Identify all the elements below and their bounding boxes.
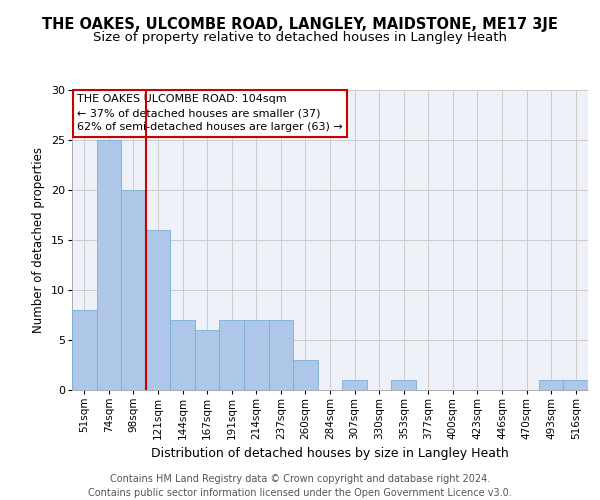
Bar [293, 360, 318, 390]
Bar [269, 320, 293, 390]
Bar [195, 330, 220, 390]
Bar [146, 230, 170, 390]
Bar [563, 380, 588, 390]
X-axis label: Distribution of detached houses by size in Langley Heath: Distribution of detached houses by size … [151, 448, 509, 460]
Text: THE OAKES ULCOMBE ROAD: 104sqm
← 37% of detached houses are smaller (37)
62% of : THE OAKES ULCOMBE ROAD: 104sqm ← 37% of … [77, 94, 343, 132]
Text: Contains HM Land Registry data © Crown copyright and database right 2024.
Contai: Contains HM Land Registry data © Crown c… [88, 474, 512, 498]
Text: THE OAKES, ULCOMBE ROAD, LANGLEY, MAIDSTONE, ME17 3JE: THE OAKES, ULCOMBE ROAD, LANGLEY, MAIDST… [42, 18, 558, 32]
Bar [244, 320, 269, 390]
Bar [342, 380, 367, 390]
Text: Size of property relative to detached houses in Langley Heath: Size of property relative to detached ho… [93, 31, 507, 44]
Bar [72, 310, 97, 390]
Bar [97, 140, 121, 390]
Bar [170, 320, 195, 390]
Bar [539, 380, 563, 390]
Y-axis label: Number of detached properties: Number of detached properties [32, 147, 46, 333]
Bar [391, 380, 416, 390]
Bar [121, 190, 146, 390]
Bar [220, 320, 244, 390]
